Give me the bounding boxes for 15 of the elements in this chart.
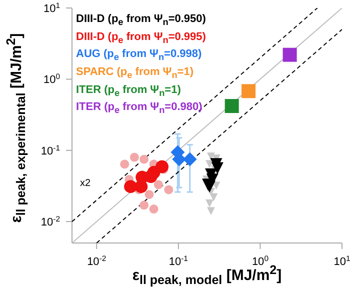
x-tick-label: 10$^{1}$ <box>334 254 350 268</box>
x-tick-label: 10$^{-1}$ <box>168 254 188 268</box>
y-tick-label: 10$^{-2}$ <box>40 214 60 229</box>
text: SPARC (p$_{e}$ from Ψ$_{n}$=1) <box>76 65 195 82</box>
text: DIII-D (p$_{e}$ from Ψ$_{n}$=0.950) <box>76 12 206 30</box>
y-tick-label: 10$^{0}$ <box>43 72 60 86</box>
text: ITER (p$_{e}$ from Ψ$_{n}$=0.980) <box>76 100 204 118</box>
y-tick-label: 10$^{1}$ <box>43 0 60 15</box>
y-tick-label: 10$^{-1}$ <box>40 142 60 158</box>
text: ITER (p$_{e}$ from Ψ$_{n}$=1) <box>76 82 182 100</box>
x-tick-label: 10$^{0}$ <box>252 254 268 268</box>
text: DIII-D (p$_{e}$ from Ψ$_{n}$=0.995) <box>76 30 206 47</box>
x-tick-label: 10$^{-2}$ <box>87 254 106 268</box>
annotation: x2 <box>80 178 91 189</box>
text: AUG (p$_{e}$ from Ψ$_{n}$=0.998) <box>76 47 203 65</box>
